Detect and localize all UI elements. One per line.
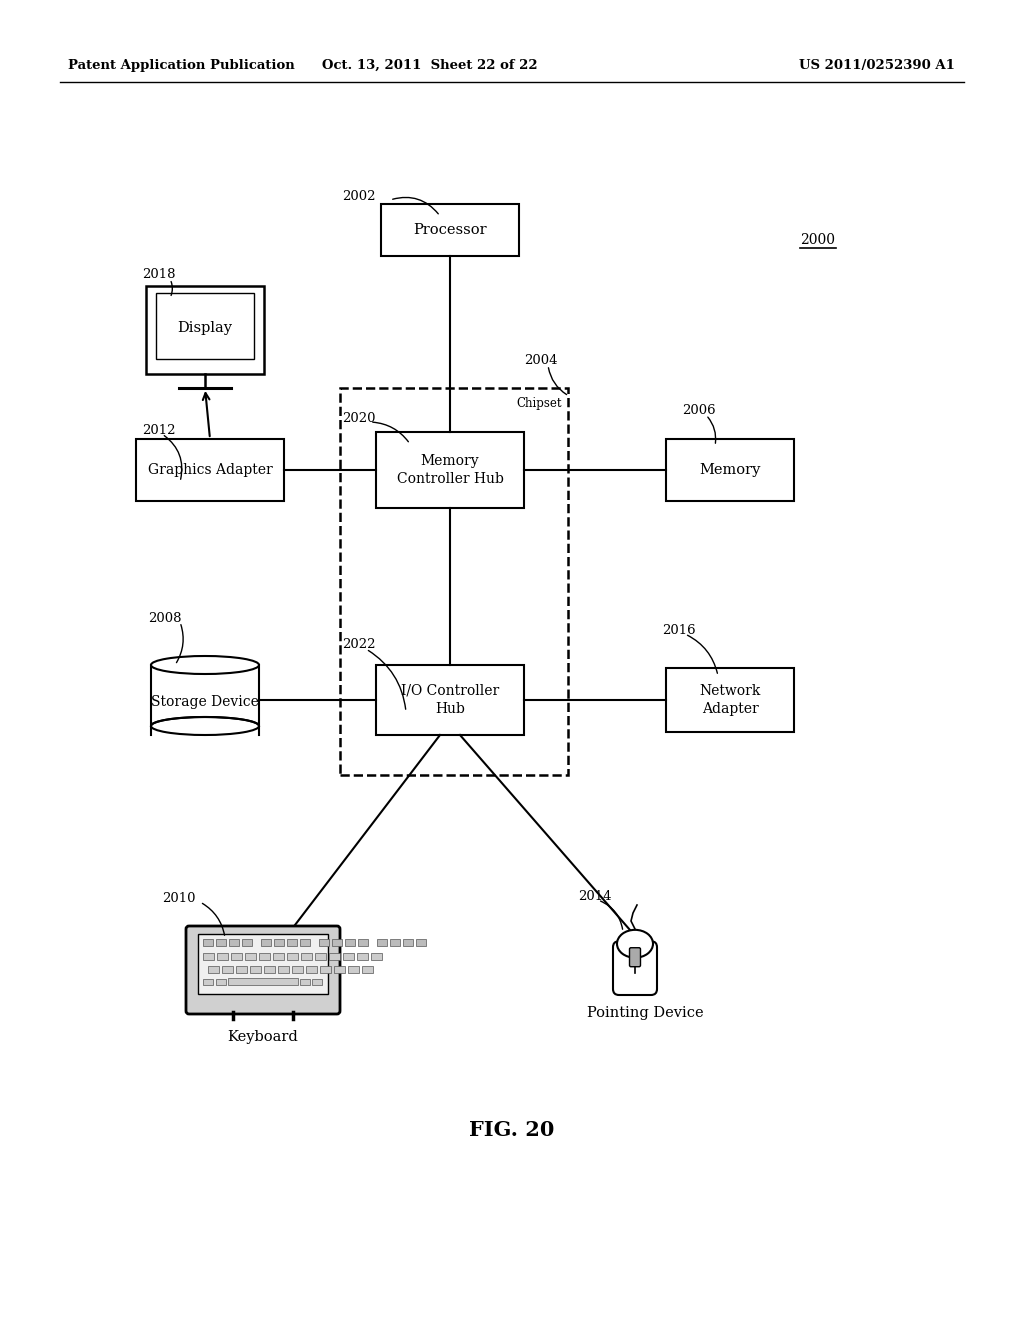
Bar <box>343 953 354 960</box>
Bar <box>198 935 328 994</box>
Bar <box>403 939 413 946</box>
Bar <box>348 966 359 973</box>
Bar <box>329 953 340 960</box>
Bar <box>261 939 271 946</box>
Text: 2012: 2012 <box>142 424 175 437</box>
Bar <box>156 293 254 359</box>
Bar <box>381 205 519 256</box>
Text: 2022: 2022 <box>342 639 376 652</box>
Bar <box>229 939 239 946</box>
Text: Patent Application Publication: Patent Application Publication <box>68 58 295 71</box>
Bar <box>222 966 233 973</box>
Text: 2000: 2000 <box>800 234 835 247</box>
Text: US 2011/0252390 A1: US 2011/0252390 A1 <box>799 58 955 71</box>
Bar <box>358 939 368 946</box>
FancyBboxPatch shape <box>613 941 657 995</box>
Bar <box>319 966 331 973</box>
Bar <box>287 953 298 960</box>
Bar <box>287 939 297 946</box>
Bar <box>666 440 794 502</box>
Bar <box>245 953 256 960</box>
Ellipse shape <box>151 656 259 675</box>
Bar <box>146 286 264 374</box>
Bar <box>377 939 387 946</box>
Bar <box>306 966 317 973</box>
Text: 2018: 2018 <box>142 268 175 281</box>
FancyBboxPatch shape <box>630 948 640 966</box>
Bar <box>273 953 284 960</box>
Text: 2014: 2014 <box>578 890 611 903</box>
Bar <box>357 953 368 960</box>
Text: 2004: 2004 <box>524 354 557 367</box>
Bar <box>203 939 213 946</box>
Bar <box>334 966 345 973</box>
Bar <box>362 966 373 973</box>
Text: Graphics Adapter: Graphics Adapter <box>147 463 272 477</box>
Bar <box>228 978 298 985</box>
Text: Chipset: Chipset <box>516 397 562 411</box>
Text: 2020: 2020 <box>342 412 376 425</box>
Bar <box>416 939 426 946</box>
Bar <box>319 939 329 946</box>
Text: Memory
Controller Hub: Memory Controller Hub <box>396 454 504 486</box>
Text: 2010: 2010 <box>162 891 196 904</box>
Text: FIG. 20: FIG. 20 <box>469 1119 555 1140</box>
Bar <box>332 939 342 946</box>
Bar <box>274 939 284 946</box>
Bar <box>278 966 289 973</box>
Bar <box>216 979 226 985</box>
Text: 2016: 2016 <box>662 623 695 636</box>
Bar <box>300 939 310 946</box>
Text: Pointing Device: Pointing Device <box>587 1006 703 1020</box>
Text: Display: Display <box>177 321 232 335</box>
Bar <box>315 953 326 960</box>
Text: Processor: Processor <box>414 223 486 238</box>
Ellipse shape <box>617 929 653 958</box>
Text: Storage Device: Storage Device <box>152 696 259 709</box>
Text: Oct. 13, 2011  Sheet 22 of 22: Oct. 13, 2011 Sheet 22 of 22 <box>323 58 538 71</box>
Ellipse shape <box>151 717 259 735</box>
Bar <box>231 953 242 960</box>
Bar <box>301 953 312 960</box>
Bar <box>312 979 322 985</box>
Text: I/O Controller
Hub: I/O Controller Hub <box>400 684 499 717</box>
Bar <box>250 966 261 973</box>
FancyBboxPatch shape <box>186 927 340 1014</box>
Text: 2008: 2008 <box>148 611 181 624</box>
Bar <box>259 953 270 960</box>
Bar <box>217 953 228 960</box>
Text: 2006: 2006 <box>682 404 716 417</box>
Bar <box>371 953 382 960</box>
Bar <box>242 939 252 946</box>
Bar <box>390 939 400 946</box>
Text: Keyboard: Keyboard <box>227 1030 298 1044</box>
Text: Memory: Memory <box>699 463 761 477</box>
Bar <box>203 953 214 960</box>
Text: Network
Adapter: Network Adapter <box>699 684 761 717</box>
Bar <box>292 966 303 973</box>
Bar <box>136 440 284 502</box>
Bar <box>666 668 794 733</box>
Bar <box>345 939 355 946</box>
Bar <box>300 979 310 985</box>
Bar <box>216 939 226 946</box>
Bar <box>236 966 247 973</box>
Bar <box>376 665 524 735</box>
Bar <box>340 388 568 775</box>
Bar <box>208 966 219 973</box>
Text: 2002: 2002 <box>342 190 376 202</box>
Bar <box>264 966 275 973</box>
Bar <box>203 979 213 985</box>
Bar <box>376 432 524 508</box>
